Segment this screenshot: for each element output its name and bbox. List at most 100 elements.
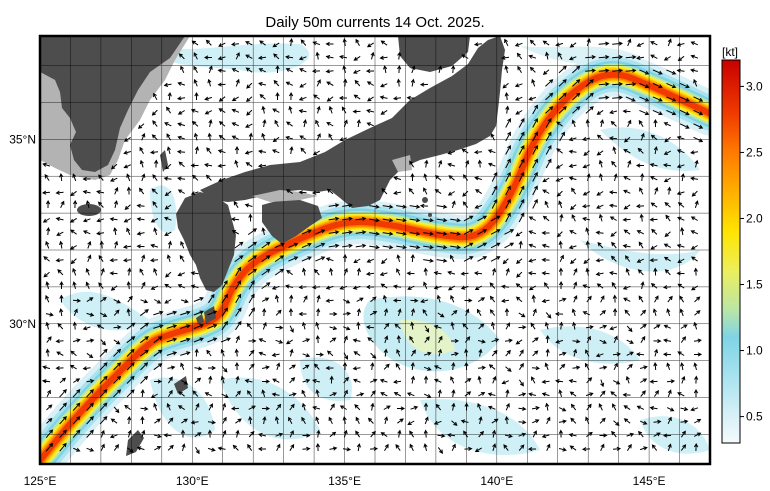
- current-arrow: [355, 216, 367, 221]
- current-arrow: [423, 375, 429, 384]
- current-arrow: [558, 447, 567, 452]
- current-arrow: [625, 375, 630, 384]
- current-arrow: [136, 217, 145, 222]
- current-arrow: [650, 134, 658, 141]
- current-arrow: [82, 366, 91, 371]
- current-arrow: [623, 297, 631, 302]
- current-arrow: [122, 244, 132, 249]
- current-arrow: [312, 150, 320, 156]
- current-arrow: [436, 231, 448, 236]
- current-arrow: [652, 308, 657, 317]
- current-arrow: [542, 177, 550, 183]
- current-arrow: [55, 190, 64, 195]
- current-arrow: [478, 392, 486, 397]
- current-arrow: [598, 95, 610, 100]
- current-arrow: [531, 294, 536, 303]
- current-arrow: [328, 203, 340, 208]
- current-arrow: [194, 348, 199, 357]
- current-arrow: [379, 272, 388, 277]
- current-arrow: [369, 231, 380, 236]
- colorbar-tick-label: 2.5: [746, 145, 763, 159]
- current-arrow: [531, 366, 541, 371]
- current-arrow: [217, 56, 226, 61]
- current-arrow: [573, 295, 578, 303]
- current-arrow: [139, 349, 149, 357]
- current-arrow: [301, 229, 312, 235]
- current-arrow: [110, 163, 118, 170]
- current-arrow: [220, 337, 231, 343]
- current-arrow: [316, 105, 321, 114]
- jet-speed-band: [40, 73, 710, 462]
- current-arrow: [518, 240, 523, 249]
- current-arrow: [477, 402, 482, 411]
- current-arrow: [477, 159, 482, 168]
- current-arrow: [423, 231, 434, 236]
- current-arrow: [463, 229, 474, 235]
- current-arrow: [627, 159, 632, 168]
- current-arrow: [666, 109, 677, 116]
- current-arrow: [409, 204, 421, 209]
- current-arrow: [328, 243, 340, 248]
- current-arrow: [342, 311, 352, 316]
- current-arrow: [207, 337, 218, 343]
- current-arrow: [289, 364, 296, 370]
- current-arrow: [288, 242, 299, 249]
- current-arrow: [96, 231, 105, 236]
- current-arrow: [339, 137, 348, 142]
- current-arrow: [244, 378, 253, 384]
- current-arrow: [623, 189, 631, 194]
- current-arrow: [545, 118, 552, 128]
- current-arrow: [301, 242, 312, 249]
- current-arrow: [326, 188, 334, 195]
- current-arrow: [599, 417, 606, 424]
- current-arrow: [595, 258, 604, 263]
- current-arrow: [342, 326, 351, 331]
- current-arrow: [691, 190, 698, 197]
- current-arrow: [518, 131, 525, 142]
- current-arrow: [623, 229, 631, 235]
- current-arrow: [410, 78, 415, 87]
- current-arrow: [234, 241, 244, 249]
- current-arrow: [460, 271, 469, 276]
- current-arrow: [461, 148, 469, 154]
- current-arrow: [384, 335, 389, 344]
- colorbar-unit-label: [kt]: [722, 45, 738, 59]
- current-arrow: [163, 433, 172, 438]
- current-arrow: [261, 297, 270, 302]
- current-arrow: [505, 158, 511, 169]
- current-arrow: [342, 203, 353, 208]
- current-arrow: [625, 267, 630, 276]
- current-arrow: [261, 282, 271, 290]
- current-arrow: [407, 420, 415, 426]
- land-masses: [40, 36, 505, 456]
- current-arrow: [72, 199, 78, 209]
- current-arrow: [72, 298, 82, 303]
- latitude-tick-label: 30°N: [9, 317, 36, 331]
- current-arrow: [436, 258, 448, 263]
- current-arrow: [532, 185, 538, 196]
- current-arrow: [109, 217, 118, 222]
- jeju-island: [77, 204, 101, 216]
- current-arrow: [640, 378, 648, 383]
- current-arrow: [545, 79, 554, 87]
- current-arrow: [690, 176, 699, 181]
- current-arrow: [206, 147, 212, 154]
- current-arrow: [463, 215, 474, 222]
- current-arrow: [139, 336, 149, 344]
- current-arrow: [383, 405, 391, 410]
- current-arrow: [342, 253, 348, 263]
- current-arrow: [424, 336, 430, 343]
- current-arrow: [568, 176, 577, 181]
- current-arrow: [639, 365, 648, 370]
- current-arrow: [177, 176, 186, 181]
- current-arrow: [451, 420, 458, 426]
- current-arrow: [316, 429, 321, 438]
- current-arrow: [180, 429, 186, 438]
- current-arrow: [680, 419, 689, 424]
- current-arrow: [397, 51, 402, 60]
- current-arrow: [623, 405, 631, 411]
- current-arrow: [545, 158, 552, 169]
- current-arrow: [180, 337, 191, 343]
- current-arrow: [451, 389, 456, 398]
